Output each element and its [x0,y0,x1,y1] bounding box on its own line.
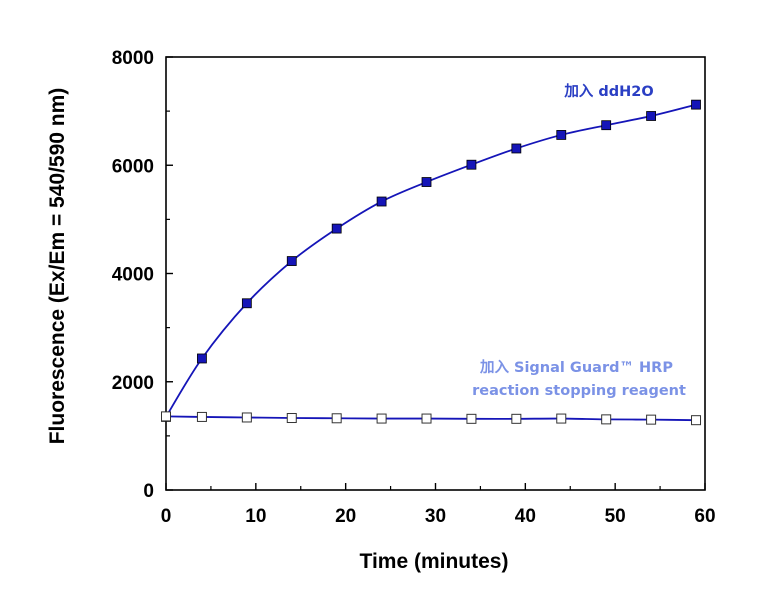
series-layer [161,99,702,426]
data-point [196,411,207,422]
data-point [421,413,432,424]
annotation-signal-guard: 加入 Signal Guard™ HRP reaction stopping r… [472,359,686,399]
data-point [376,196,387,207]
data-point [646,414,657,425]
data-point [197,353,207,364]
y-tick-label: 4000 [112,265,154,286]
x-tick-label: 40 [515,506,536,527]
x-tick-label: 10 [245,506,266,527]
data-point [691,415,702,426]
data-point [466,159,477,170]
data-point [646,111,656,121]
x-axis-title: Time (minutes) [360,550,509,573]
data-point [241,412,252,423]
y-axis-title: Fluorescence (Ex/Em = 540/590 nm) [46,88,69,445]
data-point [511,143,522,154]
y-tick-label: 2000 [112,373,154,394]
series-2 [161,411,702,426]
data-point [286,256,297,266]
y-tick-label: 0 [143,481,154,502]
x-tick-label: 20 [335,506,356,527]
data-point [331,413,342,424]
data-point [511,413,522,424]
data-point [691,99,701,110]
data-point [421,177,432,187]
annotation-ddh2o: 加入 ddH2O [563,83,653,100]
data-point [376,413,387,424]
y-tick-label: 6000 [112,156,154,177]
data-point [556,413,567,424]
x-tick-label: 30 [425,506,446,527]
data-point [161,411,171,422]
x-tick-label: 50 [605,506,626,527]
data-point [601,120,612,131]
x-tick-label: 60 [694,506,715,527]
x-tick-label: 0 [161,506,172,527]
data-point [556,130,567,140]
data-point [466,413,477,424]
data-point [601,414,612,425]
data-point [286,413,297,424]
y-tick-label: 8000 [112,48,154,69]
data-point [241,298,252,309]
data-point [331,223,342,234]
axis-ticks: 0 10 20 30 40 50 60 0 2000 4000 6000 8000 [112,48,716,527]
